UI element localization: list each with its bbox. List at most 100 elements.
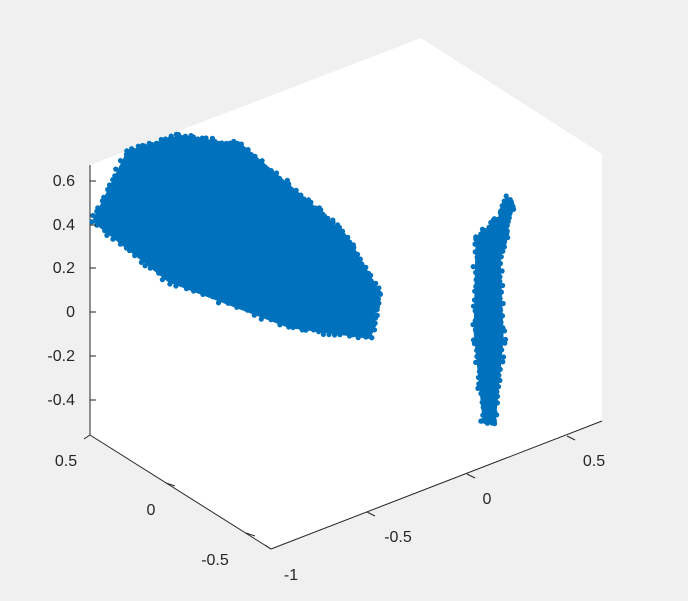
scatter-point (351, 245, 357, 251)
y-tick: 0.5 (55, 434, 91, 470)
scatter-point (225, 300, 231, 306)
scatter-point (238, 141, 244, 147)
scatter-point (495, 384, 502, 390)
scatter-point (175, 132, 182, 138)
scatter-point (372, 315, 378, 321)
scatter-point (500, 359, 506, 365)
scatter-point (472, 249, 478, 255)
scatter-point (499, 313, 506, 319)
scatter-point (138, 259, 144, 265)
scatter-point (498, 319, 504, 325)
scatter-point (183, 286, 190, 292)
y-tick: 0 (147, 482, 176, 519)
point-cloud-body (91, 134, 380, 340)
scatter-point (301, 196, 307, 202)
scatter-point (234, 304, 240, 310)
scatter-point (486, 224, 492, 230)
scatter-point (118, 165, 124, 171)
scatter-point (106, 182, 113, 188)
z-tick-label: 0 (66, 304, 75, 321)
scatter-point (363, 264, 369, 270)
scatter-point (89, 219, 95, 225)
scatter-point (368, 329, 374, 335)
y-tick-mark (245, 532, 256, 537)
scatter-point (476, 369, 482, 375)
scatter-point (112, 173, 118, 179)
scatter-point (191, 288, 197, 294)
scatter-point (470, 322, 476, 328)
scatter-point (504, 230, 510, 236)
scatter-point (117, 241, 123, 247)
scatter-point (336, 224, 342, 231)
z-tick-label: 0.4 (53, 217, 75, 234)
scatter-point (303, 327, 309, 333)
scatter-point (500, 354, 507, 360)
y-axis-ticks: 0.5 0 -0.5 (55, 434, 256, 569)
z-tick-label: 0.2 (53, 260, 75, 277)
x-axis-line (270, 420, 603, 550)
scatter-point (502, 340, 508, 346)
scatter-point (258, 316, 264, 322)
scatter-point (505, 235, 511, 241)
y-tick-mark (83, 434, 91, 440)
scatter-point (474, 353, 480, 360)
scatter-point (373, 307, 379, 313)
scatter-point (497, 274, 503, 280)
scatter-point (94, 222, 100, 228)
scatter-point (117, 158, 124, 164)
scatter-point (501, 240, 507, 246)
scatter-point (470, 264, 476, 270)
x-tick: 0 (466, 473, 492, 508)
scatter-point (135, 143, 141, 149)
scatter-point (345, 234, 351, 240)
scatter-point (290, 324, 296, 331)
x-tick: -1 (264, 544, 298, 584)
scatter-point (355, 335, 361, 341)
scatter-point (173, 283, 179, 289)
scatter-point (318, 207, 324, 213)
scatter-point (298, 192, 304, 198)
z-tick: 0 (66, 304, 96, 321)
x-tick-label: -0.5 (384, 529, 412, 546)
scatter-point (330, 219, 336, 225)
axis-lines (89, 165, 603, 550)
scatter-point (497, 260, 503, 267)
x-tick-mark (566, 435, 576, 441)
scatter-point (234, 140, 240, 146)
scatter-point (497, 377, 503, 383)
scatter-point (286, 324, 292, 330)
z-tick: 0.4 (53, 217, 96, 234)
z-axis-ticks: 0.6 0.4 0.2 0 -0.2 -0.4 (47, 173, 96, 409)
scatter-point (473, 283, 479, 289)
scatter-point (368, 278, 374, 284)
scatter-point (312, 205, 318, 211)
scatter-point (259, 158, 265, 164)
scatter-point (251, 312, 257, 318)
scatter-point (494, 412, 500, 418)
scatter-point (497, 366, 503, 372)
scatter-point (357, 256, 363, 262)
scatter-point (498, 307, 504, 313)
y-tick-label: 0.5 (55, 453, 77, 470)
scatter-point (470, 337, 477, 343)
scatter-point (190, 134, 196, 140)
scatter-point (369, 335, 375, 341)
scatter-point (472, 318, 478, 324)
scatter-point (375, 296, 381, 302)
scatter-point (104, 232, 110, 238)
scatter-point (355, 251, 361, 257)
scatter-point (299, 327, 305, 333)
scatter-point (371, 322, 377, 328)
scatter-point (320, 331, 326, 337)
scatter-point (479, 399, 485, 405)
x-tick: 0.5 (566, 435, 605, 470)
scatter-point (110, 236, 116, 242)
scatter-point (480, 412, 486, 418)
scatter-point (262, 164, 268, 170)
scatter-point (475, 374, 482, 381)
scatter-point (500, 248, 506, 254)
scatter-point (132, 253, 138, 259)
scatter-point (478, 418, 484, 424)
